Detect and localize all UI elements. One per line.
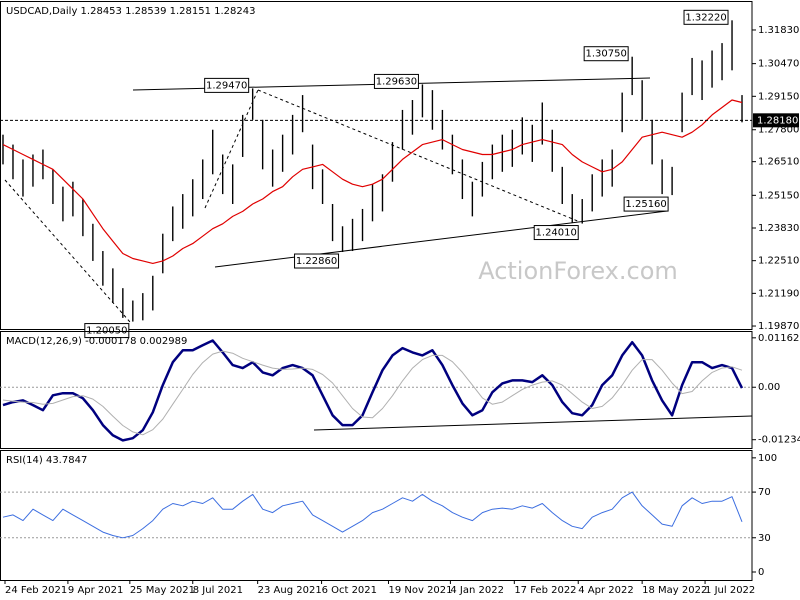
trendline	[214, 210, 668, 268]
annotation-label: 1.32220	[685, 12, 726, 23]
y-tick-label: 1.25150	[758, 190, 799, 201]
x-tick-label: 17 Feb 2022	[514, 585, 576, 596]
trendline	[4, 179, 131, 323]
pane-title: MACD(12,26,9) -0.000178 0.002989	[6, 336, 187, 347]
annotation-label: 1.29630	[376, 76, 417, 87]
annotation-label: 1.22860	[296, 256, 337, 267]
annotation-box	[373, 73, 419, 89]
y-tick-label: 1.19870	[758, 321, 799, 332]
x-tick-label: 1 Jul 2022	[705, 585, 755, 596]
annotation-box	[623, 196, 669, 212]
annotation-box	[683, 9, 729, 25]
pane-title: RSI(14) 43.7847	[6, 455, 87, 466]
x-tick-label: 18 May 2022	[642, 585, 707, 596]
annotation-label: 1.30750	[585, 49, 626, 60]
watermark: ActionForex.com	[478, 257, 678, 285]
y-tick-label: 1.31830	[758, 25, 799, 36]
x-tick-label: 9 Apr 2021	[68, 585, 123, 596]
y-tick-label: 1.22510	[758, 256, 799, 267]
current-price-box	[753, 113, 799, 128]
y-tick-label: -0.012348	[758, 435, 800, 446]
annotation-box	[84, 323, 130, 339]
series-line	[2, 491, 743, 539]
series-line	[2, 99, 743, 264]
y-tick-label: 30	[758, 533, 771, 544]
current-price-label: 1.28180	[757, 115, 798, 126]
annotation-box	[583, 46, 629, 62]
pane-title: USDCAD,Daily 1.28453 1.28539 1.28151 1.2…	[6, 6, 256, 17]
y-tick-label: 100	[758, 453, 777, 464]
y-tick-label: 1.21190	[758, 288, 799, 299]
x-tick-label: 24 Feb 2021	[5, 585, 67, 596]
x-tick-label: 4 Apr 2022	[578, 585, 633, 596]
y-tick-label: 1.27800	[758, 125, 799, 136]
pane-frame	[0, 1, 753, 330]
y-tick-label: 1.30470	[758, 59, 799, 70]
y-tick-label: 0.00	[758, 382, 780, 393]
annotation-box	[294, 253, 340, 269]
pane-frame	[0, 450, 753, 581]
y-tick-label: 1.29150	[758, 91, 799, 102]
y-tick-label: 1.23830	[758, 223, 799, 234]
annotation-box	[533, 225, 579, 241]
trendline	[257, 89, 581, 223]
series-line	[2, 339, 744, 442]
x-tick-label: 4 Jan 2022	[450, 585, 504, 596]
y-tick-label: 0.011629	[758, 333, 800, 344]
y-tick-label: 70	[758, 487, 771, 498]
series-line	[2, 350, 743, 436]
annotation-label: 1.25160	[625, 199, 666, 210]
x-tick-label: 25 May 2021	[130, 585, 195, 596]
annotation-box	[204, 77, 250, 93]
annotation-label: 1.29470	[206, 80, 247, 91]
y-tick-label: 0	[758, 567, 764, 578]
x-tick-label: 19 Nov 2021	[388, 585, 452, 596]
trendline	[313, 415, 753, 431]
annotation-label: 1.24010	[536, 228, 577, 239]
x-tick-label: 6 Oct 2021	[322, 585, 377, 596]
y-tick-label: 1.26510	[758, 157, 799, 168]
x-tick-label: 8 Jul 2021	[193, 585, 243, 596]
pane-frame	[0, 331, 753, 449]
x-tick-label: 23 Aug 2021	[258, 585, 322, 596]
